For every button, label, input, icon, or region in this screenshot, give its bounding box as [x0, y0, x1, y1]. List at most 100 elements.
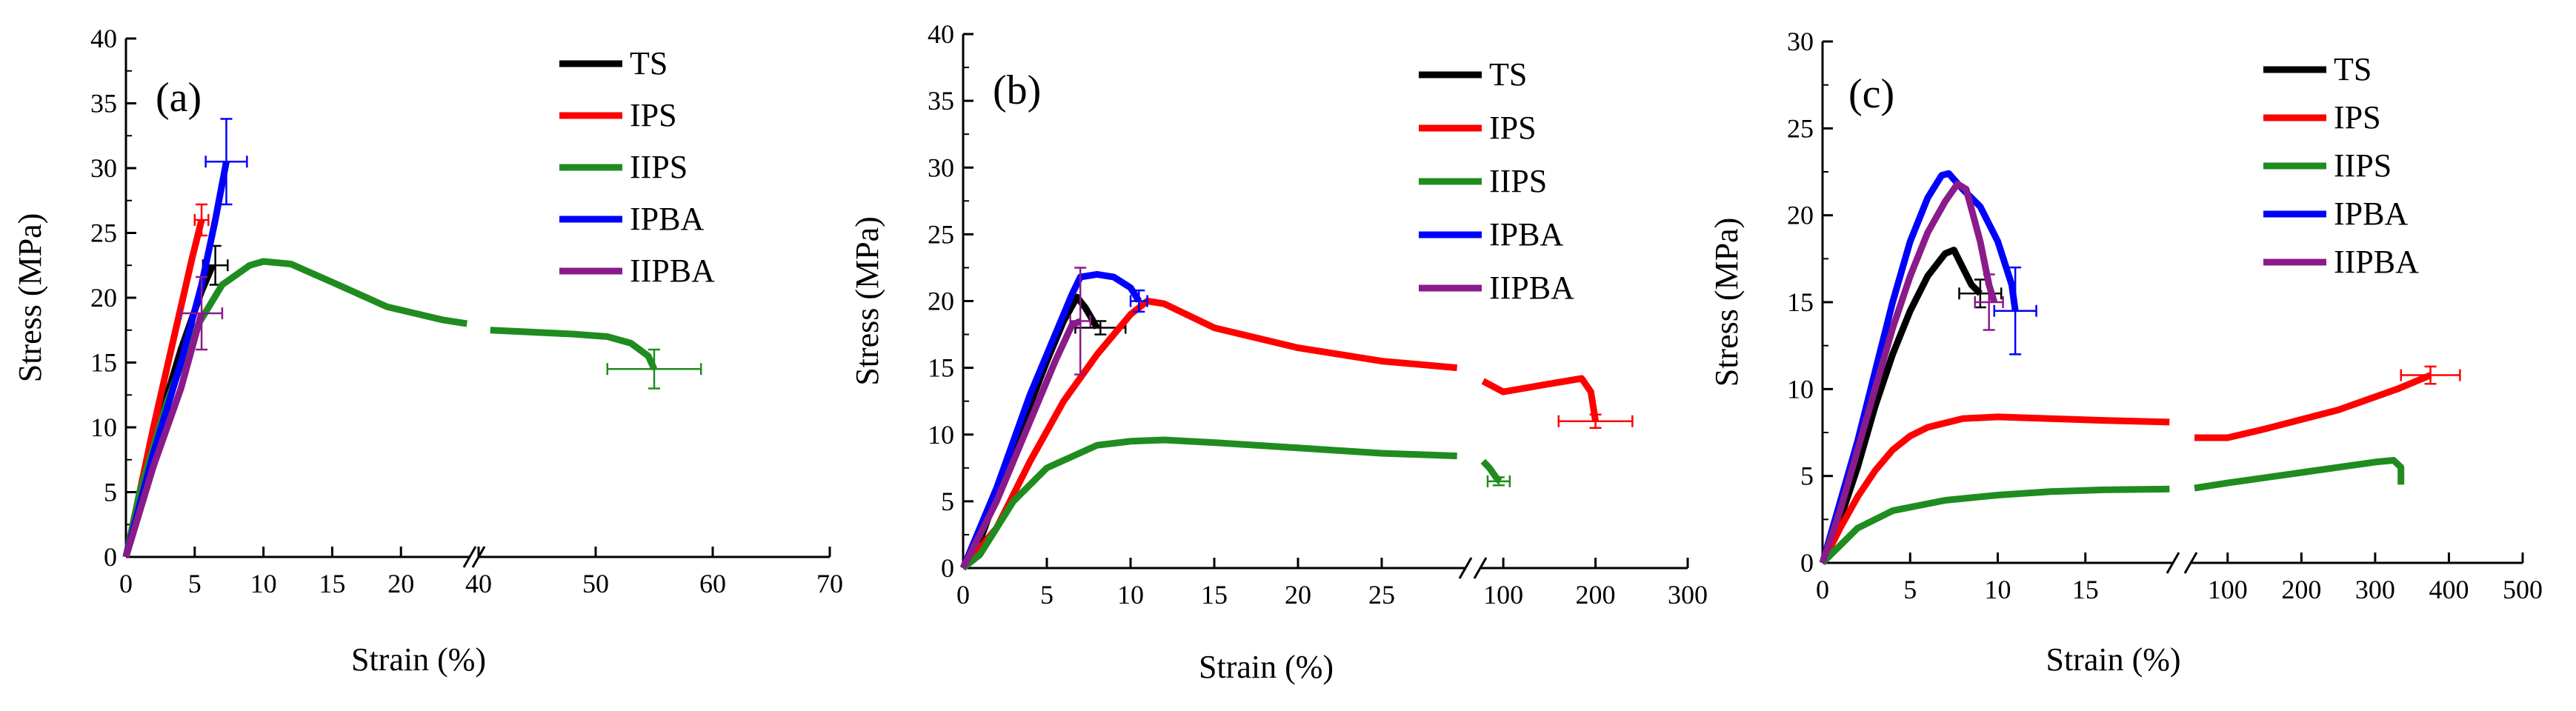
x-tick-label: 10: [1985, 575, 2011, 604]
y-axis-label: Stress (MPa): [849, 216, 885, 386]
y-tick-label: 10: [90, 413, 117, 442]
y-tick-label: 30: [1787, 27, 1814, 56]
y-axis-label: Stress (MPa): [1708, 218, 1745, 387]
x-tick-label: 5: [1040, 580, 1054, 610]
x-tick-label: 5: [188, 569, 202, 598]
y-tick-label: 15: [928, 353, 954, 383]
x-tick-label: 0: [1816, 575, 1829, 604]
x-tick-label: 15: [2072, 575, 2099, 604]
error-bar-iipba: [1069, 267, 1092, 375]
y-tick-label: 15: [1787, 287, 1814, 317]
error-bar-ips: [1557, 413, 1634, 429]
x-tick-label: 60: [699, 569, 726, 598]
y-tick-label: 10: [1787, 374, 1814, 404]
y-tick-label: 40: [928, 19, 954, 49]
series-line-ips: [1819, 413, 2170, 565]
error-bar-ips: [193, 203, 210, 237]
axis-break-mark: [1458, 557, 1473, 579]
y-axis-label: Stress (MPa): [12, 213, 48, 383]
y-tick-label: 25: [1787, 113, 1814, 143]
x-axis-label: Strain (%): [351, 641, 486, 678]
y-tick-label: 40: [90, 24, 117, 53]
series-line-ipba: [959, 270, 1142, 570]
error-bar-iips: [1486, 475, 1511, 487]
legend-label-ts: TS: [1489, 56, 1527, 93]
series-line-ips: [960, 298, 1458, 570]
x-tick-label: 20: [1285, 580, 1311, 610]
legend-label-iipba: IIPBA: [2334, 244, 2419, 280]
error-bar-iips: [606, 348, 702, 390]
series-line-ts: [1819, 247, 1983, 564]
y-tick-label: 0: [104, 542, 117, 572]
x-tick-label: 300: [2355, 575, 2395, 604]
legend-label-ts: TS: [2334, 51, 2372, 87]
x-axis-label: Strain (%): [2046, 641, 2180, 678]
series-line-iipba: [1819, 180, 1998, 564]
legend-label-iipba: IIPBA: [630, 253, 715, 289]
legend: TS IPS IIPS IPBA IIPBA: [2263, 51, 2419, 280]
series-line-iips: [2194, 457, 2405, 492]
legend-label-ips: IPS: [1489, 110, 1537, 146]
y-tick-label: 20: [90, 283, 117, 313]
series-line-ips: [1481, 375, 1600, 422]
x-tick-label: 0: [956, 580, 970, 610]
y-tick-label: 5: [1800, 461, 1814, 491]
x-tick-label: 50: [582, 569, 609, 598]
x-tick-label: 500: [2503, 575, 2543, 604]
series-line-iips: [490, 327, 658, 371]
y-tick-label: 0: [941, 553, 954, 583]
x-tick-label: 100: [2208, 575, 2248, 604]
axis-break-mark: [2166, 552, 2180, 574]
legend: TS IPS IIPS IPBA IIPBA: [559, 45, 715, 289]
legend-label-ipba: IPBA: [2334, 196, 2408, 232]
y-tick-label: 30: [928, 153, 954, 182]
chart-panel-2: 0 5 10 15 20 25 30 35 40 0 5 10 15 20 25 100 200 300 Stres…: [849, 19, 1708, 685]
x-tick-label: 10: [250, 569, 277, 598]
legend-label-ts: TS: [630, 45, 668, 81]
x-tick-label: 100: [1483, 580, 1523, 610]
y-tick-label: 0: [1800, 548, 1814, 578]
y-tick-label: 20: [1787, 201, 1814, 230]
legend-label-ips: IPS: [2334, 99, 2381, 136]
series-line-iips: [1480, 458, 1502, 484]
panel-label: (b): [993, 67, 1041, 113]
x-tick-label: 5: [1903, 575, 1917, 604]
y-tick-label: 5: [104, 478, 117, 507]
y-tick-label: 35: [928, 86, 954, 116]
x-tick-label: 0: [119, 569, 133, 598]
x-tick-label: 400: [2429, 575, 2469, 604]
chart-panel-1: 0 5 10 15 20 25 30 35 40 0 5 10 15 20 40 50 60 70 Stress (…: [12, 24, 843, 678]
x-tick-label: 300: [1668, 580, 1708, 610]
series-line-iips: [961, 436, 1457, 571]
legend-label-ipba: IPBA: [630, 201, 704, 237]
y-tick-label: 25: [928, 219, 954, 249]
error-bar-ipba: [1129, 289, 1148, 313]
legend-label-ips: IPS: [630, 97, 677, 133]
series-line-iips: [1820, 485, 2170, 566]
x-tick-label: 15: [319, 569, 345, 598]
series-line-iipba: [959, 318, 1082, 570]
x-tick-label: 15: [1201, 580, 1228, 610]
y-tick-label: 10: [928, 420, 954, 450]
y-tick-label: 15: [90, 348, 117, 378]
legend-label-iipba: IIPBA: [1489, 270, 1574, 306]
y-tick-label: 20: [928, 287, 954, 316]
x-axis-label: Strain (%): [1199, 649, 1334, 685]
legend-label-iips: IIPS: [1489, 163, 1547, 199]
panel-label: (a): [156, 75, 202, 121]
legend-label-iips: IIPS: [2334, 147, 2392, 184]
axis-break-mark: [462, 546, 477, 568]
y-tick-label: 25: [90, 218, 117, 248]
y-tick-label: 5: [941, 487, 954, 516]
x-tick-label: 10: [1117, 580, 1144, 610]
y-tick-label: 35: [90, 89, 117, 118]
x-tick-label: 40: [465, 569, 492, 598]
x-tick-label: 200: [1576, 580, 1616, 610]
error-bar-ipba: [204, 118, 248, 206]
axis-break-mark: [2183, 552, 2198, 574]
legend: TS IPS IIPS IPBA IIPBA: [1419, 56, 1574, 306]
x-tick-label: 25: [1368, 580, 1395, 610]
axis-break-mark: [1473, 557, 1488, 579]
